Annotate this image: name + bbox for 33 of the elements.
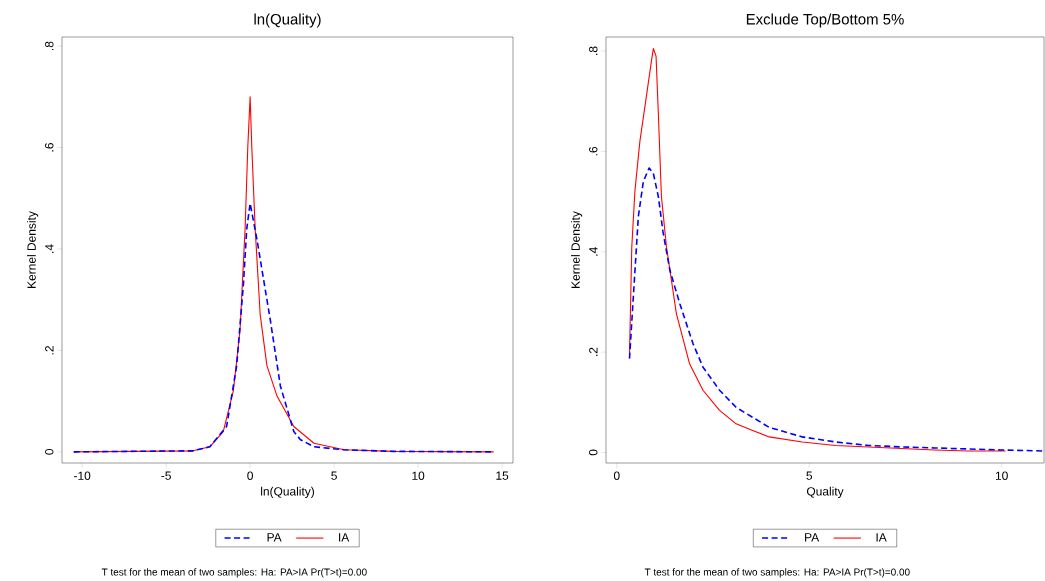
x-tick-label: 0 bbox=[613, 471, 620, 480]
x-tick-label: 5 bbox=[331, 471, 337, 480]
x-axis-title: Quality bbox=[806, 486, 844, 498]
y-tick-label: .4 bbox=[45, 244, 54, 253]
x-tick-label: -5 bbox=[161, 471, 171, 480]
x-tick-label: -10 bbox=[74, 471, 91, 480]
y-tick-label: .6 bbox=[45, 143, 54, 152]
legend-label: IA bbox=[876, 533, 887, 542]
y-tick-label: .4 bbox=[589, 247, 598, 256]
line-series bbox=[628, 167, 1044, 452]
y-tick-label: .8 bbox=[589, 46, 598, 55]
legend-label: PA bbox=[267, 533, 282, 542]
chart-title: ln(Quality) bbox=[254, 13, 321, 28]
legend-label: IA bbox=[339, 533, 350, 542]
x-tick-label: 15 bbox=[496, 471, 509, 480]
y-tick-label: 0 bbox=[589, 449, 598, 456]
y-axis-title: Kernel Density bbox=[27, 211, 39, 288]
y-tick-label: .8 bbox=[45, 41, 54, 51]
y-axis-title: Kernel Density bbox=[571, 211, 583, 288]
line-series bbox=[628, 47, 1007, 452]
y-tick-label: .6 bbox=[589, 146, 598, 156]
x-axis-title: ln(Quality) bbox=[261, 486, 314, 498]
text: T test for the mean of two samples: Ha: PA>IA Pr(T>t)=0.00 bbox=[644, 568, 910, 578]
legend-label: PA bbox=[805, 533, 820, 542]
chart-title: Exclude Top/Bottom 5% bbox=[746, 13, 904, 28]
x-tick-label: 5 bbox=[806, 471, 813, 480]
x-tick-label: 10 bbox=[995, 471, 1008, 480]
x-tick-label: 10 bbox=[412, 471, 425, 480]
x-tick-label: 0 bbox=[247, 471, 253, 480]
y-tick-label: .2 bbox=[589, 347, 598, 356]
y-tick-label: 0 bbox=[45, 448, 54, 455]
text: T test for the mean of two samples: Ha: PA>IA Pr(T>t)=0.00 bbox=[101, 568, 367, 578]
y-tick-label: .2 bbox=[45, 346, 54, 355]
